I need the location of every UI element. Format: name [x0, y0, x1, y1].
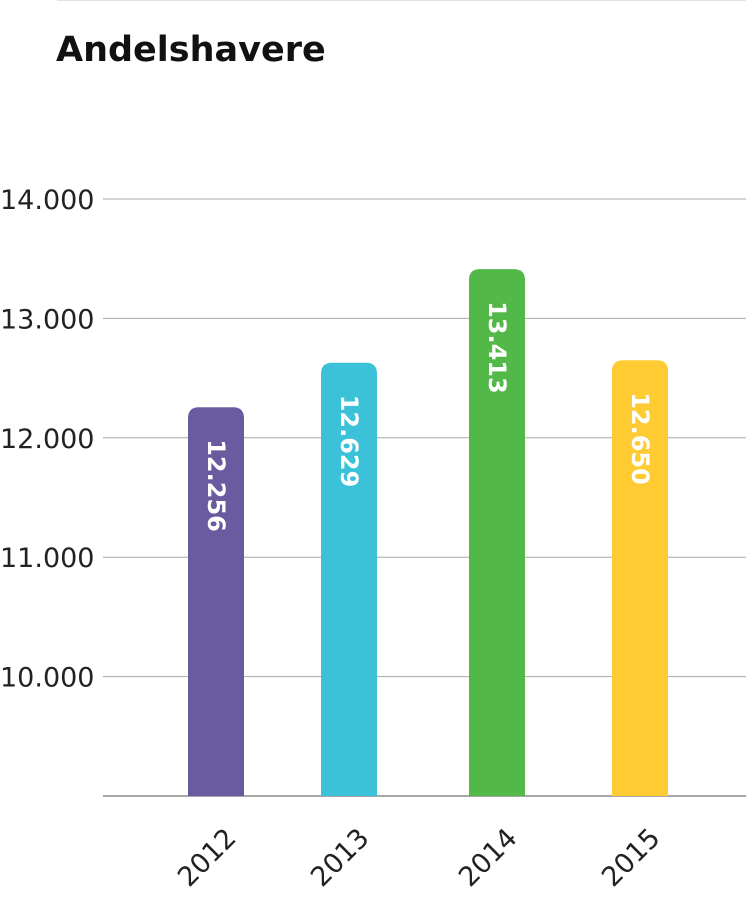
bar-value-label: 12.629 — [335, 395, 363, 488]
y-tick-label: 10.000 — [0, 663, 94, 694]
y-tick-label: 12.000 — [0, 424, 94, 455]
x-category-label: 2012 — [172, 823, 243, 894]
x-category-label: 2013 — [305, 823, 376, 894]
x-category-label: 2015 — [596, 823, 667, 894]
bar-value-label: 13.413 — [483, 301, 511, 394]
bar-value-label: 12.256 — [202, 439, 230, 532]
bar-value-label: 12.650 — [626, 392, 654, 485]
bar-2013 — [321, 362, 377, 796]
y-tick-label: 14.000 — [0, 185, 94, 216]
chart-title: Andelshavere — [56, 30, 326, 70]
bar-2012 — [188, 407, 244, 796]
y-tick-label: 13.000 — [0, 304, 94, 335]
top-rule — [57, 0, 746, 1]
bar-2014 — [469, 269, 525, 797]
y-tick-label: 11.000 — [0, 543, 94, 574]
x-category-label: 2014 — [453, 823, 524, 894]
bar-2015 — [612, 360, 668, 796]
